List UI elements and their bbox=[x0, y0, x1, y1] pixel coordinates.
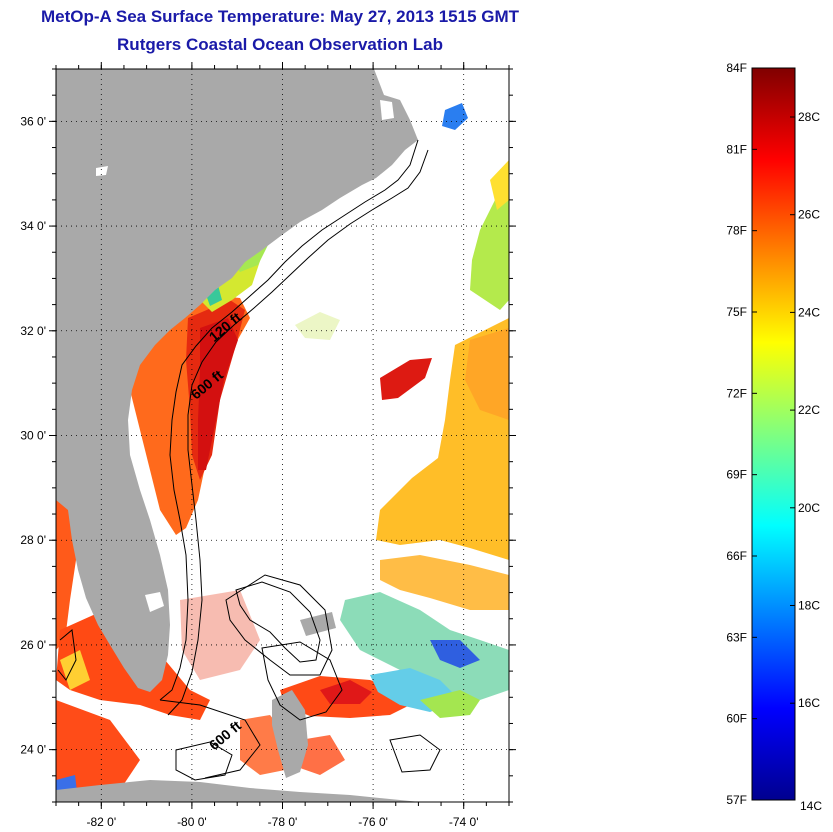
colorbar-label-c: 18C bbox=[798, 599, 820, 613]
lat-tick-label: 36 0' bbox=[20, 114, 46, 128]
colorbar-label-f: 75F bbox=[726, 305, 747, 319]
colorbar-label-f: 60F bbox=[726, 712, 747, 726]
land-layer bbox=[56, 69, 420, 802]
axis-tick-labels: -82 0' -80 0' -78 0' -76 0' -74 0' 24 0' 26 0'… bbox=[20, 114, 478, 829]
grand-bahama bbox=[300, 612, 336, 636]
lat-tick-label: 34 0' bbox=[20, 219, 46, 233]
lat-tick-label: 32 0' bbox=[20, 324, 46, 338]
axis-ticks bbox=[49, 62, 516, 809]
lon-tick-label: -78 0' bbox=[268, 815, 298, 829]
colorbar-label-f: 72F bbox=[726, 386, 747, 400]
colorbar-label-f: 81F bbox=[726, 142, 747, 156]
colorbar-label-c: 24C bbox=[798, 305, 820, 319]
colorbar-label-f: 63F bbox=[726, 630, 747, 644]
colorbar bbox=[751, 67, 796, 801]
colorbar-label-c: 28C bbox=[798, 110, 820, 124]
sst-data-layer bbox=[56, 103, 509, 800]
colorbar-label-c: 26C bbox=[798, 208, 820, 222]
lon-tick-label: -76 0' bbox=[358, 815, 388, 829]
map-subtitle: Rutgers Coastal Ocean Observation Lab bbox=[117, 35, 443, 54]
colorbar-label-f: 57F bbox=[726, 793, 747, 807]
cuba bbox=[56, 780, 420, 802]
lon-tick-label: -82 0' bbox=[86, 815, 116, 829]
lon-tick-label: -80 0' bbox=[177, 815, 207, 829]
colorbar-label-c: 14C bbox=[800, 799, 822, 813]
lat-tick-label: 26 0' bbox=[20, 638, 46, 652]
map-title: MetOp-A Sea Surface Temperature: May 27,… bbox=[40, 7, 520, 26]
contour-label: 600 ft bbox=[206, 717, 245, 753]
us-mainland bbox=[56, 69, 418, 692]
colorbar-label-c: 22C bbox=[798, 403, 820, 417]
bathymetry-contours bbox=[57, 139, 441, 781]
colorbar-ticks bbox=[752, 116, 795, 720]
colorbar-label-f: 78F bbox=[726, 224, 747, 238]
lat-tick-label: 30 0' bbox=[20, 429, 46, 443]
lon-tick-label: -74 0' bbox=[449, 815, 479, 829]
lat-tick-label: 24 0' bbox=[20, 743, 46, 757]
andros-island bbox=[272, 690, 308, 778]
colorbar-label-f: 66F bbox=[726, 549, 747, 563]
colorbar-label-f: 69F bbox=[726, 468, 747, 482]
lat-lon-grid bbox=[56, 69, 509, 802]
lat-tick-label: 28 0' bbox=[20, 533, 46, 547]
colorbar-label-c: 20C bbox=[798, 501, 820, 515]
colorbar-labels: 84F 81F 78F 75F 72F 69F 66F 63F 60F 57F 28C 26C 24C 2… bbox=[726, 61, 822, 813]
colorbar-label-c: 16C bbox=[798, 696, 820, 710]
colorbar-label-f: 84F bbox=[726, 61, 747, 75]
